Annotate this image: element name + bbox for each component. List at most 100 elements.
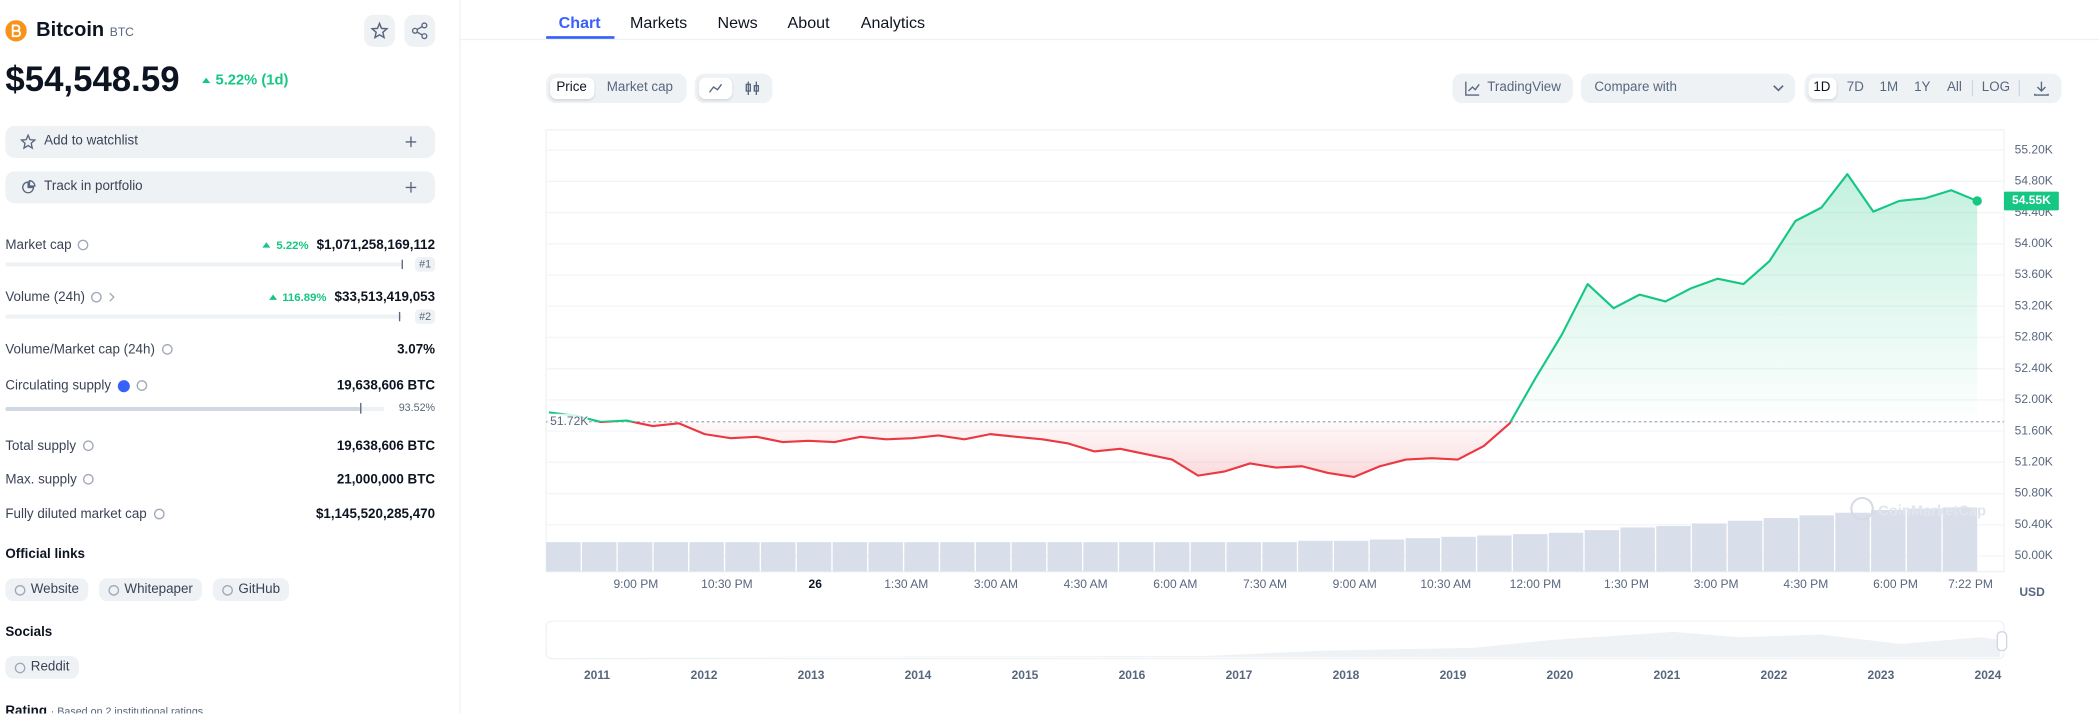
volume-bar (1620, 527, 1655, 572)
range-button[interactable]: 1D (1813, 80, 1831, 96)
coin-symbol: BTC (109, 25, 134, 39)
price: $54,548.59 (5, 58, 180, 100)
chevron-icon (109, 292, 116, 302)
download-icon[interactable] (2033, 80, 2049, 96)
x-tick-label: 4:30 AM (1064, 577, 1108, 591)
pie-icon (22, 180, 36, 194)
share-icon (411, 22, 428, 40)
x-tick-label: 6:00 PM (1873, 577, 1918, 591)
timeline-label: 2013 (798, 668, 825, 682)
plus-icon (405, 136, 417, 148)
x-tick-label: 9:00 PM (613, 577, 658, 591)
volume-bar (1763, 518, 1799, 572)
link-chip[interactable]: GitHub (212, 578, 290, 602)
compare-label: Compare with (1594, 80, 1677, 96)
link-chip[interactable]: Reddit (5, 655, 79, 679)
coin-name: Bitcoin BTC (36, 19, 134, 44)
metric-market-cap[interactable]: Market cap (606, 80, 673, 96)
reference-label-bg (547, 413, 588, 430)
timeline-label: 2017 (1226, 668, 1253, 682)
x-tick-label: 10:30 PM (701, 577, 753, 591)
watchlist-button[interactable]: Add to watchlist (5, 125, 436, 158)
links-title: Official links (5, 547, 85, 563)
tab[interactable]: Analytics (860, 13, 926, 33)
x-tick-label: 1:30 AM (884, 577, 928, 591)
volume-bar (1942, 507, 1978, 572)
tab[interactable]: Chart (558, 13, 601, 33)
range-button[interactable]: 1Y (1914, 80, 1931, 96)
volume-bar (761, 542, 796, 572)
volume-bar (1727, 520, 1763, 572)
volume-bar (1835, 512, 1870, 572)
log-button[interactable]: LOG (1981, 80, 2011, 96)
y-tick-label: 53.20K (2015, 298, 2053, 312)
volume-bar (940, 542, 975, 572)
link-label: GitHub (238, 582, 281, 598)
share-button[interactable] (404, 14, 436, 47)
rank-bar (5, 262, 402, 267)
link-icon (222, 584, 234, 596)
chart-icon (1465, 81, 1480, 96)
stat-change-text: 116.89% (282, 290, 327, 304)
y-tick-label: 53.60K (2015, 267, 2053, 281)
timeline-label: 2015 (1012, 668, 1039, 682)
stat-value-group: 116.89% $33,513,419,053 (268, 286, 436, 307)
volume-bar (1656, 526, 1691, 572)
x-tick-label: 12:00 PM (1510, 577, 1561, 591)
y-tick-label: 55.20K (2015, 142, 2053, 156)
timeline-label: 2014 (905, 668, 932, 682)
compare-select[interactable]: Compare with (1580, 73, 1796, 104)
info-icon (91, 291, 103, 303)
navigator-handle (1996, 631, 2008, 652)
x-tick-label: 3:00 PM (1694, 577, 1739, 591)
links: Website Whitepaper GitHub (5, 578, 290, 602)
x-tick-label: 3:00 AM (974, 577, 1018, 591)
volume-bar (581, 542, 617, 572)
metric-price[interactable]: Price (556, 80, 587, 96)
link-label: Website (30, 582, 79, 598)
price-area (548, 174, 1978, 477)
info-icon (83, 473, 95, 485)
stat-label-group: Total supply (5, 435, 94, 456)
tradingview-button[interactable]: TradingView (1452, 73, 1573, 104)
stat-label-group: Market cap (5, 234, 89, 255)
watermark-logo (1850, 496, 1874, 521)
volume-bar (617, 542, 653, 572)
range-button[interactable]: 1M (1879, 80, 1899, 96)
star-button[interactable] (364, 14, 395, 47)
volume-bar (1692, 523, 1727, 572)
last-price-tag (2003, 191, 2059, 211)
stat-value: 21,000,000 BTC (336, 471, 436, 487)
link-chip[interactable]: Whitepaper (98, 578, 203, 602)
watchlist-label: Add to watchlist (44, 133, 138, 149)
candle-icon[interactable] (740, 79, 764, 98)
supply-percent: 93.52% (398, 401, 436, 414)
socials: Reddit (5, 655, 79, 679)
info-icon (78, 239, 89, 251)
tab[interactable]: News (717, 13, 758, 33)
volume-bar (1226, 542, 1262, 572)
volume-bar (1047, 542, 1082, 572)
tab[interactable]: About (787, 13, 830, 33)
link-chip[interactable]: Website (5, 578, 89, 602)
timeline-label: 2023 (1868, 668, 1895, 682)
timeline-label: 2024 (1975, 668, 2002, 682)
range-button[interactable]: 7D (1846, 80, 1864, 96)
volume-bar (832, 542, 868, 572)
volume-bar (1584, 530, 1620, 572)
line-style-button[interactable] (698, 77, 733, 100)
volume-bar (1906, 508, 1942, 572)
stat-value: $33,513,419,053 (334, 289, 436, 305)
price-change: 5.22% (1d) (202, 71, 288, 90)
y-tick-label: 52.80K (2015, 330, 2053, 344)
stat-label: Fully diluted market cap (5, 506, 147, 522)
up-arrow (202, 77, 211, 83)
socials-title: Socials (5, 625, 53, 640)
tab[interactable]: Markets (630, 13, 688, 33)
price-change-text: 5.22% (1d) (215, 72, 289, 89)
range-button[interactable]: All (1946, 80, 1962, 96)
volume-bar (1513, 534, 1548, 572)
portfolio-button[interactable]: Track in portfolio (5, 171, 436, 204)
volume-bar (1262, 542, 1297, 572)
